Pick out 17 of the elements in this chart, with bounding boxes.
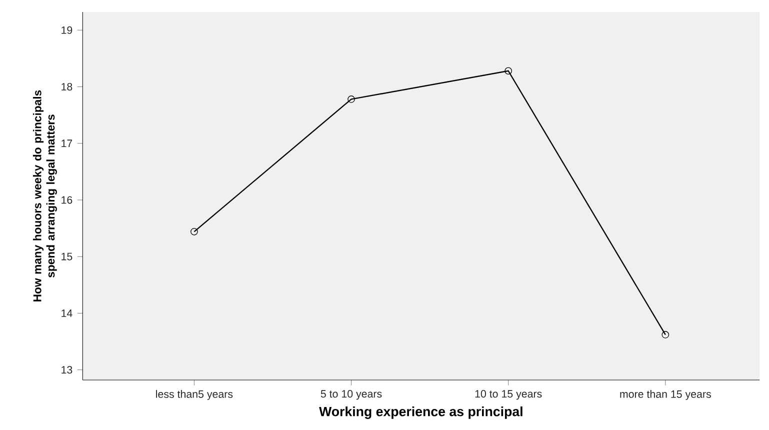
y-tick-label: 13: [62, 366, 72, 374]
y-tick-label: 16: [62, 196, 72, 204]
y-tick-label: 17: [62, 140, 72, 148]
x-tick-label: 5 to 10 years: [320, 390, 382, 400]
x-tick-label: 10 to 15 years: [475, 390, 542, 400]
x-tick-label: more than 15 years: [620, 390, 711, 400]
x-tick-label: less than5 years: [156, 390, 233, 400]
point: [662, 331, 670, 338]
y-tick-label: 19: [62, 26, 72, 34]
point: [190, 228, 198, 236]
x-axis-title: Working experience as principal: [319, 406, 522, 419]
point: [348, 96, 355, 103]
y-tick-label: 15: [62, 252, 72, 260]
y-tick-label: 14: [62, 310, 72, 317]
y-tick-label: 18: [62, 82, 72, 91]
point: [504, 67, 512, 75]
y-axis-title: How many houors weeky do principals spend arranging legal matters: [32, 90, 57, 302]
